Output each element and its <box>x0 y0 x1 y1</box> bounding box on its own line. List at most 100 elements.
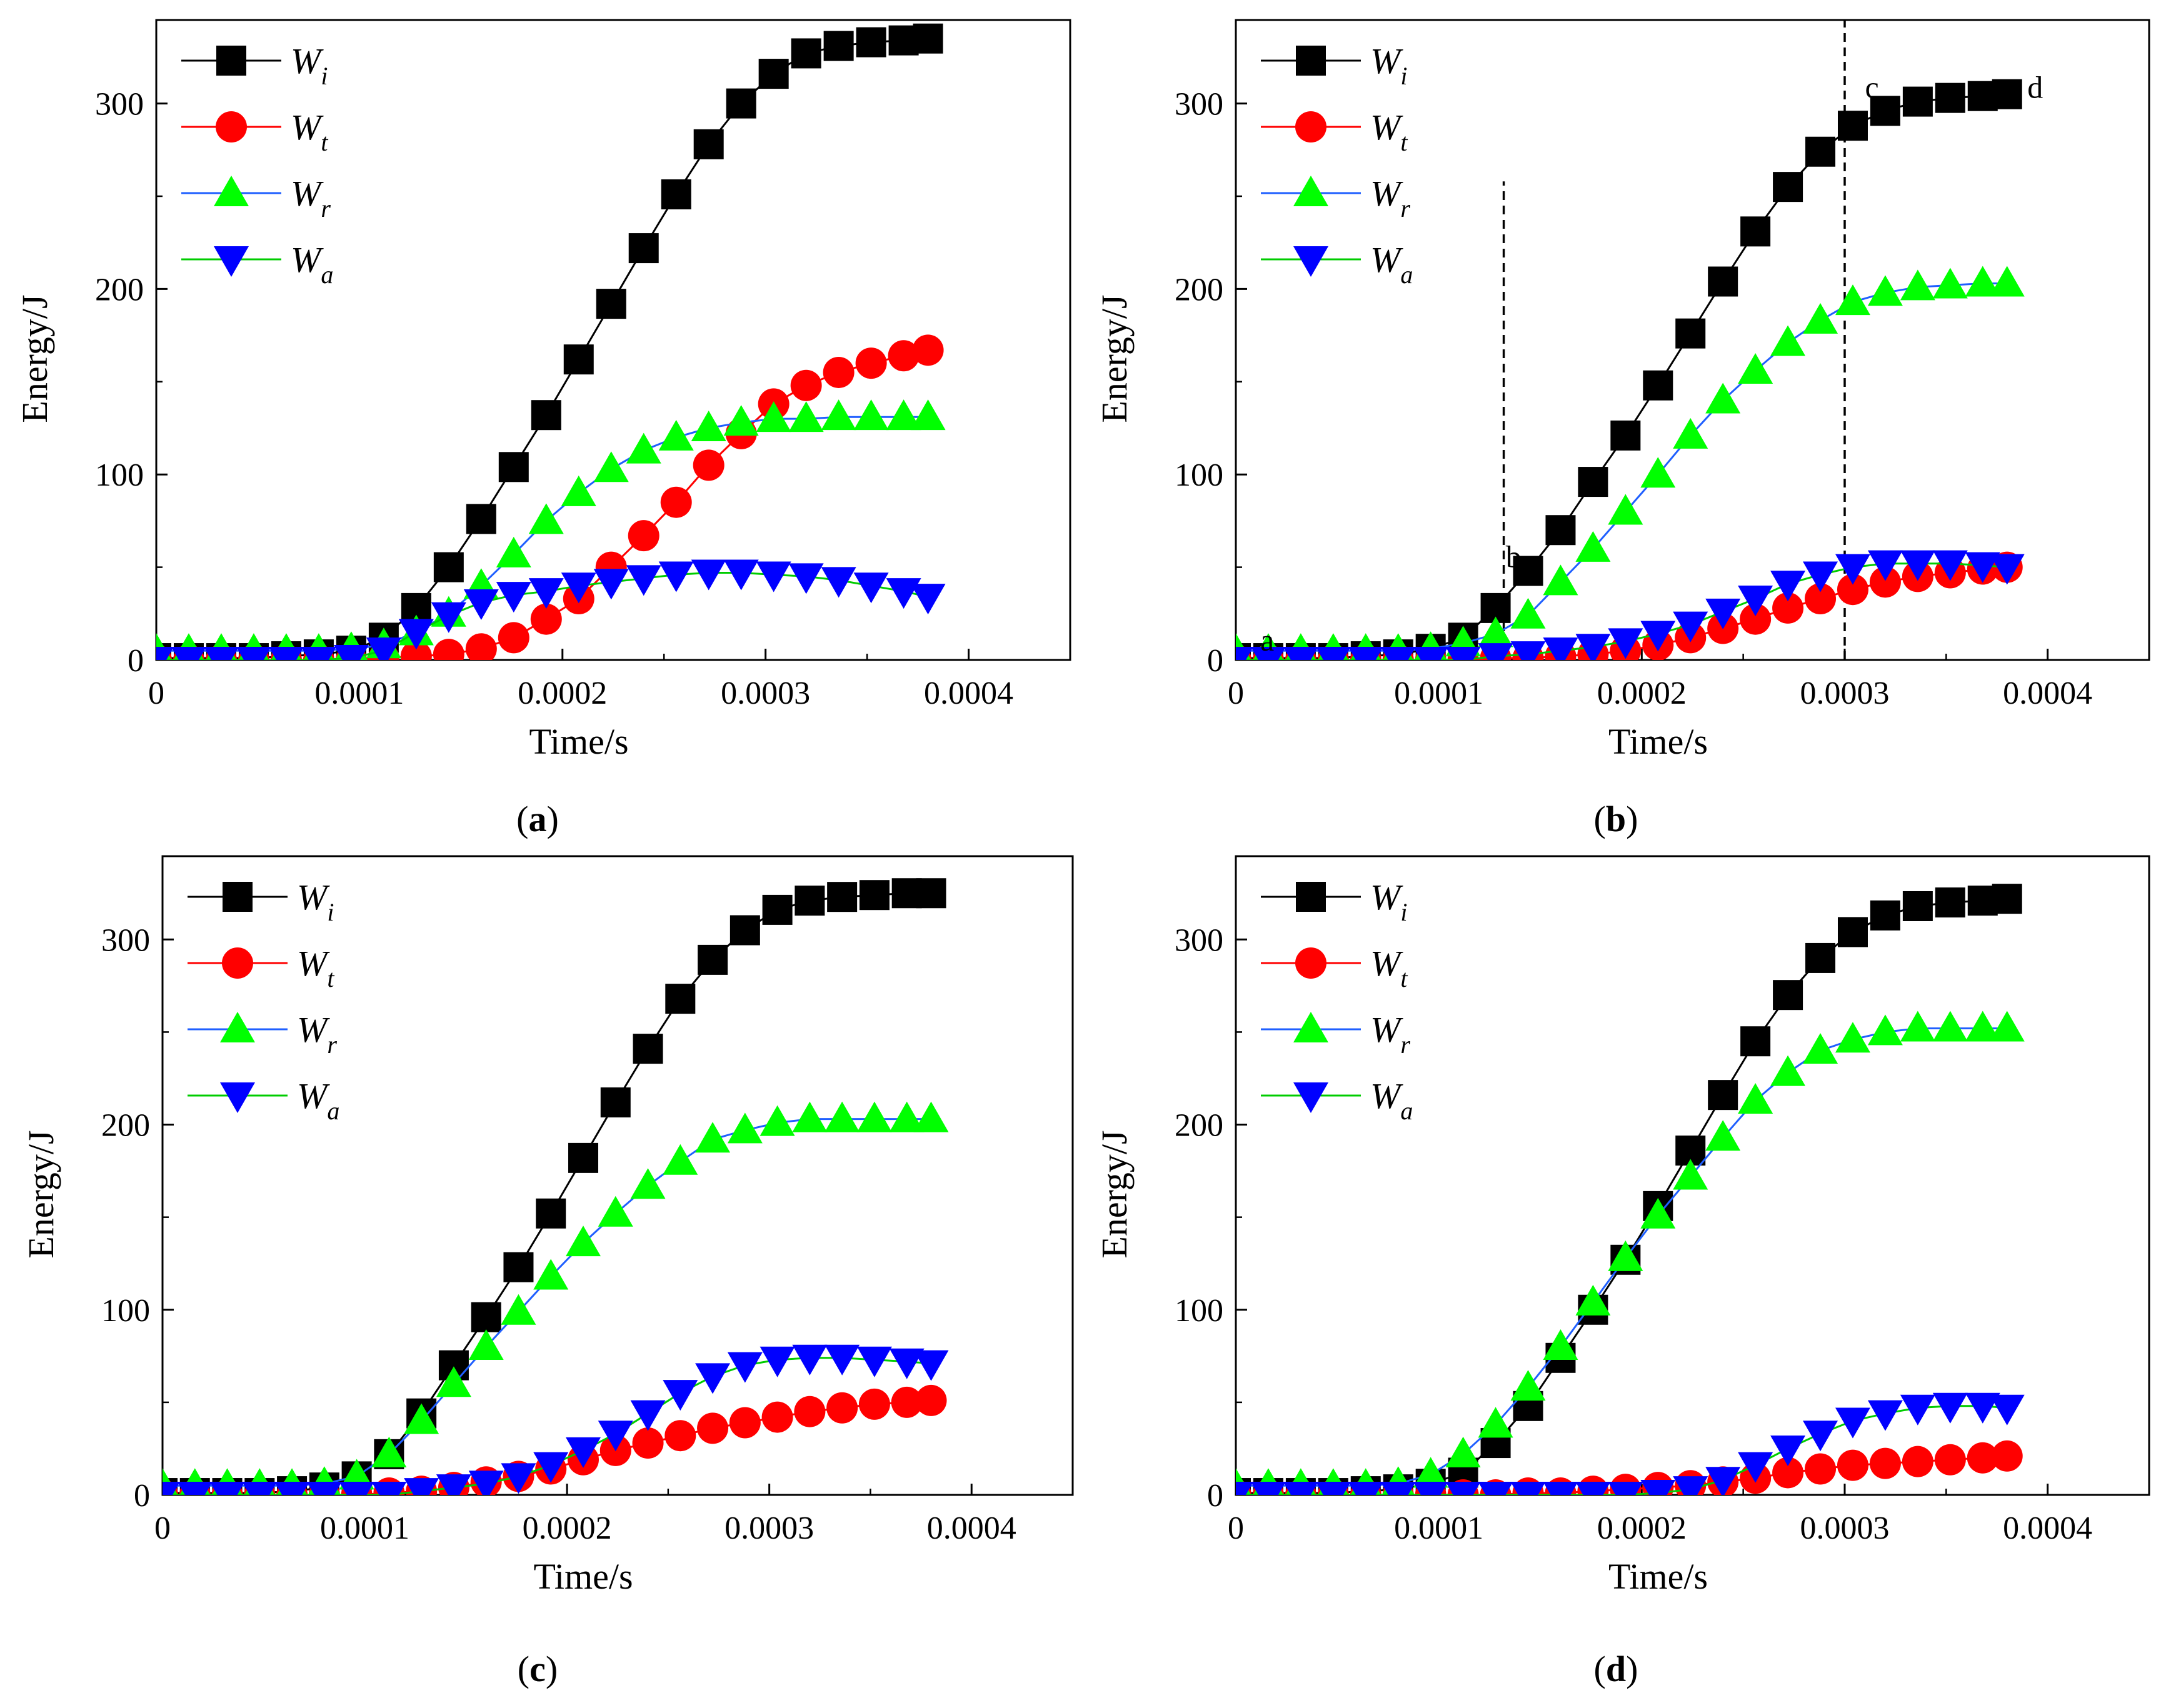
data-point-Wa <box>853 572 889 604</box>
legend-item-Wr: Wr <box>1261 1009 1410 1059</box>
legend-marker <box>1295 111 1326 142</box>
panel-caption-c: (c) <box>518 1649 558 1689</box>
data-point-Wr <box>1835 1022 1870 1053</box>
legend-marker <box>216 46 246 76</box>
y-axis-label: Energy/J <box>1094 1130 1135 1258</box>
data-point-Wi <box>859 880 890 911</box>
legend-marker <box>223 882 253 912</box>
data-point-Wr <box>663 1144 698 1175</box>
x-tick-label: 0 <box>1228 676 1244 711</box>
legend-label: Wt <box>297 943 334 992</box>
data-point-Wt <box>1991 1440 2023 1472</box>
y-axis-label: Energy/J <box>14 294 55 422</box>
data-point-Wr <box>695 1122 731 1153</box>
data-point-Wa <box>496 582 531 613</box>
legend-item-Wi: Wi <box>181 41 328 90</box>
data-point-Wt <box>826 1392 858 1424</box>
plot-frame <box>155 19 1071 661</box>
x-axis-label: Time/s <box>1608 721 1708 762</box>
data-point-Wa <box>1770 1435 1806 1466</box>
data-point-Wa <box>1608 628 1643 659</box>
data-point-Wa <box>1380 647 1416 660</box>
data-point-Wr <box>1932 1011 1968 1042</box>
y-tick-label: 100 <box>1175 1293 1223 1329</box>
x-tick-label: 0.0002 <box>518 676 607 711</box>
data-point-Wa <box>1510 1482 1546 1495</box>
legend: Wi Wt Wr Wa <box>1261 877 1413 1125</box>
data-point-Wt <box>794 1396 826 1427</box>
data-point-Wr <box>1965 1011 2000 1042</box>
data-point-Wi <box>1805 136 1836 167</box>
data-point-Wt <box>1805 1453 1837 1485</box>
data-point-Wr <box>1413 1457 1448 1488</box>
data-point-Wr <box>1543 564 1578 596</box>
legend-item-Wi: Wi <box>1261 41 1407 90</box>
y-tick-label: 100 <box>1175 457 1223 493</box>
legend-item-Wt: Wt <box>188 943 334 992</box>
data-point-Wi <box>913 23 943 54</box>
data-point-Wa <box>1932 550 1968 581</box>
data-point-Wi <box>1578 467 1608 497</box>
legend-label: Wr <box>291 173 331 222</box>
data-point-Wi <box>1740 1026 1771 1057</box>
data-point-Wa <box>156 647 174 660</box>
data-point-Wr <box>658 419 694 451</box>
data-point-Wr <box>565 1226 601 1257</box>
legend-marker <box>1295 947 1326 979</box>
data-point-Wa <box>1900 550 1935 581</box>
panel-caption-a: (a) <box>516 799 559 839</box>
data-point-Wa <box>242 1482 278 1495</box>
data-point-Wa <box>236 647 271 660</box>
data-point-Wi <box>628 233 659 264</box>
data-point-Wi <box>795 886 825 916</box>
x-tick-label: 0.0003 <box>1800 1511 1890 1546</box>
y-tick-label: 100 <box>101 1293 150 1329</box>
data-point-Wr <box>371 1436 407 1467</box>
data-point-Wr <box>756 401 791 432</box>
data-point-Wi <box>1935 82 1965 113</box>
data-point-Wr <box>1989 1011 2025 1042</box>
data-point-Wt <box>400 641 432 660</box>
data-point-Wa <box>1705 1467 1741 1495</box>
data-point-Wr <box>1705 1120 1741 1151</box>
data-point-Wa <box>404 1478 439 1495</box>
data-point-Wr <box>598 1196 633 1227</box>
y-tick-label: 300 <box>101 922 150 958</box>
data-point-Wi <box>498 452 529 482</box>
x-tick-label: 0.0004 <box>927 1511 1016 1546</box>
data-point-Wt <box>915 1384 947 1416</box>
data-point-Wa <box>333 645 369 660</box>
legend-label: Wa <box>291 239 333 289</box>
annotation-c: c <box>1865 70 1878 105</box>
x-tick-label: 0.0003 <box>1800 676 1890 711</box>
data-point-Wi <box>730 915 760 946</box>
data-point-Wa <box>695 1363 731 1394</box>
data-point-Wi <box>1675 318 1706 349</box>
legend-label: Wt <box>291 107 328 156</box>
data-point-Wr <box>1640 1197 1676 1229</box>
data-point-Wa <box>1236 647 1253 660</box>
x-tick-label: 0 <box>1228 1511 1244 1546</box>
data-point-Wa <box>301 647 336 660</box>
series-Wi <box>163 878 946 1495</box>
data-point-Wa <box>1835 554 1870 585</box>
data-point-Wr <box>1989 266 2025 297</box>
data-point-Wr <box>468 1329 504 1361</box>
data-point-Wt <box>1837 574 1868 606</box>
legend-marker <box>1293 1082 1328 1113</box>
x-tick-label: 0.0001 <box>1394 1511 1483 1546</box>
legend-label: Wi <box>297 877 334 926</box>
data-point-Wa <box>821 567 856 598</box>
data-point-Wa <box>431 602 466 633</box>
data-point-Wr <box>788 401 824 432</box>
data-point-Wa <box>565 1437 601 1468</box>
data-point-Wi <box>726 88 756 119</box>
data-point-Wi <box>1773 980 1803 1011</box>
data-point-Wa <box>598 1421 633 1452</box>
data-point-Wi <box>1870 900 1900 931</box>
data-point-Wr <box>691 410 726 441</box>
x-tick-label: 0 <box>154 1511 171 1546</box>
legend-item-Wr: Wr <box>188 1009 337 1059</box>
data-point-Wa <box>1803 1421 1838 1452</box>
data-point-Wr <box>1445 1436 1481 1467</box>
